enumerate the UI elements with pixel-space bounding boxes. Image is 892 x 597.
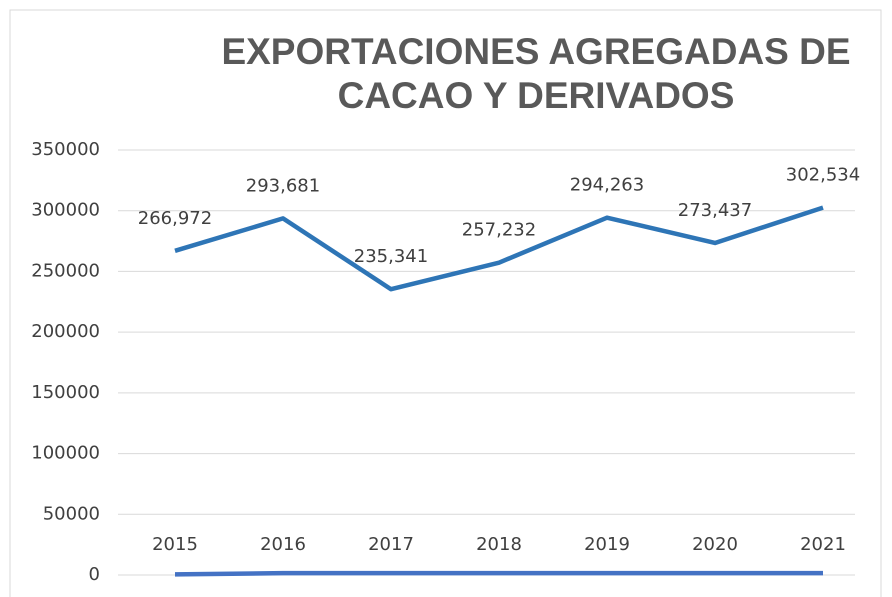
data-label: 257,232: [462, 220, 536, 241]
x-tick-label: 2019: [584, 534, 630, 555]
data-label: 273,437: [678, 200, 752, 221]
series-line: [174, 570, 823, 577]
data-label: 266,972: [138, 208, 212, 229]
y-tick-label: 250000: [31, 260, 100, 281]
x-tick-label: 2016: [260, 534, 306, 555]
y-tick-label: 200000: [31, 321, 100, 342]
x-tick-label: 2017: [368, 534, 414, 555]
y-tick-label: 0: [89, 564, 100, 585]
series-line: [174, 205, 824, 292]
data-label: 293,681: [246, 175, 320, 196]
x-tick-label: 2020: [692, 534, 738, 555]
x-tick-label: 2015: [152, 534, 198, 555]
data-label: 235,341: [354, 246, 428, 267]
y-tick-label: 100000: [31, 443, 100, 464]
y-tick-label: 300000: [31, 200, 100, 221]
y-tick-label: 50000: [43, 503, 100, 524]
data-label: 302,534: [786, 165, 860, 186]
chart-title: EXPORTACIONES AGREGADAS DE CACAO Y DERIV…: [221, 31, 851, 116]
y-tick-label: 150000: [31, 382, 100, 403]
data-label: 294,263: [570, 175, 644, 196]
chart-border: [9, 9, 882, 597]
x-tick-label: 2021: [800, 534, 846, 555]
x-tick-label: 2018: [476, 534, 522, 555]
y-tick-label: 350000: [31, 139, 100, 160]
